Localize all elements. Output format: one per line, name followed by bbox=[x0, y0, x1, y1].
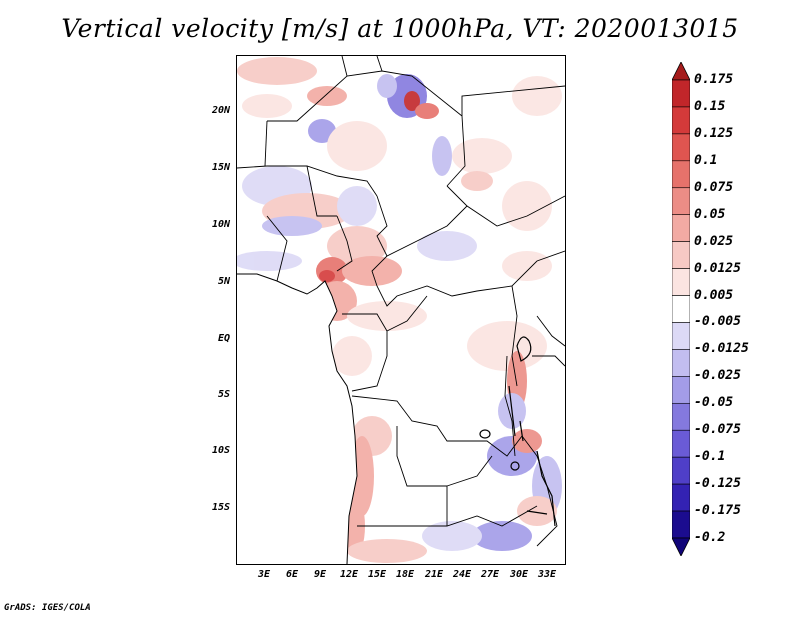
lat-label-10n: 10N bbox=[211, 219, 230, 230]
chart-title: Vertical velocity [m/s] at 1000hPa, VT: … bbox=[61, 14, 739, 43]
colorbar-swatch bbox=[672, 376, 690, 404]
lon-label-12e: 12E bbox=[339, 569, 359, 580]
colorbar-top-arrow bbox=[672, 62, 690, 81]
colorbar-tick-label: 0.0125 bbox=[694, 260, 741, 276]
colorbar-swatch bbox=[672, 295, 690, 323]
colorbar bbox=[672, 62, 690, 556]
colorbar-swatch bbox=[672, 349, 690, 377]
colorbar-swatch bbox=[672, 214, 690, 242]
colorbar-tick-label: 0.125 bbox=[694, 125, 734, 141]
colorbar-bottom-arrow bbox=[672, 537, 690, 556]
colorbar-tick-label: 0.025 bbox=[694, 233, 734, 249]
lat-label-20n: 20N bbox=[211, 105, 230, 116]
colorbar-swatch bbox=[672, 456, 690, 485]
map-canvas bbox=[237, 56, 565, 564]
colorbar-tick-label: 0.005 bbox=[694, 287, 734, 303]
colorbar-tick-label: -0.1 bbox=[694, 449, 726, 465]
colorbar-swatch bbox=[672, 79, 690, 108]
coastline bbox=[237, 273, 358, 564]
colorbar-swatch bbox=[672, 106, 690, 135]
lon-label-6e: 6E bbox=[285, 569, 299, 580]
colorbar-tick-label: 0.15 bbox=[694, 98, 726, 114]
colorbar-swatch bbox=[672, 429, 690, 458]
colorbar-swatch bbox=[672, 241, 690, 269]
colorbar-swatch bbox=[672, 160, 690, 189]
map-panel bbox=[236, 55, 566, 565]
lon-label-15e: 15E bbox=[367, 569, 387, 580]
lon-label-27e: 27E bbox=[480, 569, 500, 580]
colorbar-tick-label: 0.175 bbox=[694, 72, 734, 87]
lon-label-24e: 24E bbox=[452, 569, 472, 580]
colorbar-tick-label: -0.005 bbox=[694, 314, 741, 330]
colorbar-tick-label: -0.125 bbox=[694, 476, 741, 492]
colorbar-swatch bbox=[672, 510, 690, 539]
colorbar-tick-label: -0.025 bbox=[694, 368, 741, 384]
lat-label-5n: 5N bbox=[217, 276, 230, 287]
colorbar-tick-label: 0.1 bbox=[694, 152, 718, 168]
lat-label-15s: 15S bbox=[211, 502, 230, 513]
footer-credit: GrADS: IGES/COLA bbox=[4, 603, 91, 613]
colorbar-tick-label: 0.075 bbox=[694, 179, 734, 195]
colorbar-tick-label: -0.175 bbox=[694, 503, 741, 519]
ocean-area bbox=[237, 281, 357, 564]
colorbar-swatch bbox=[672, 268, 690, 296]
colorbar-swatch bbox=[672, 322, 690, 350]
colorbar-tick-label: -0.05 bbox=[694, 395, 734, 411]
lon-label-3e: 3E bbox=[257, 569, 271, 580]
colorbar-tick-label: -0.2 bbox=[694, 530, 726, 545]
lon-label-18e: 18E bbox=[395, 569, 415, 580]
colorbar-swatch bbox=[672, 133, 690, 162]
lon-label-9e: 9E bbox=[313, 569, 327, 580]
lon-label-33e: 33E bbox=[537, 569, 557, 580]
colorbar-swatch bbox=[672, 402, 690, 431]
lon-label-30e: 30E bbox=[509, 569, 529, 580]
colorbar-swatch bbox=[672, 483, 690, 512]
colorbar-tick-label: -0.0125 bbox=[694, 341, 749, 357]
lat-label-eq: EQ bbox=[217, 333, 230, 344]
colorbar-swatch bbox=[672, 187, 690, 216]
lakes bbox=[479, 336, 556, 527]
colorbar-tick-label: -0.075 bbox=[694, 422, 741, 438]
lon-label-21e: 21E bbox=[424, 569, 444, 580]
lat-label-10s: 10S bbox=[211, 445, 230, 456]
colorbar-tick-label: 0.05 bbox=[694, 206, 726, 222]
lat-label-5s: 5S bbox=[217, 389, 230, 400]
lat-label-15n: 15N bbox=[211, 162, 230, 173]
